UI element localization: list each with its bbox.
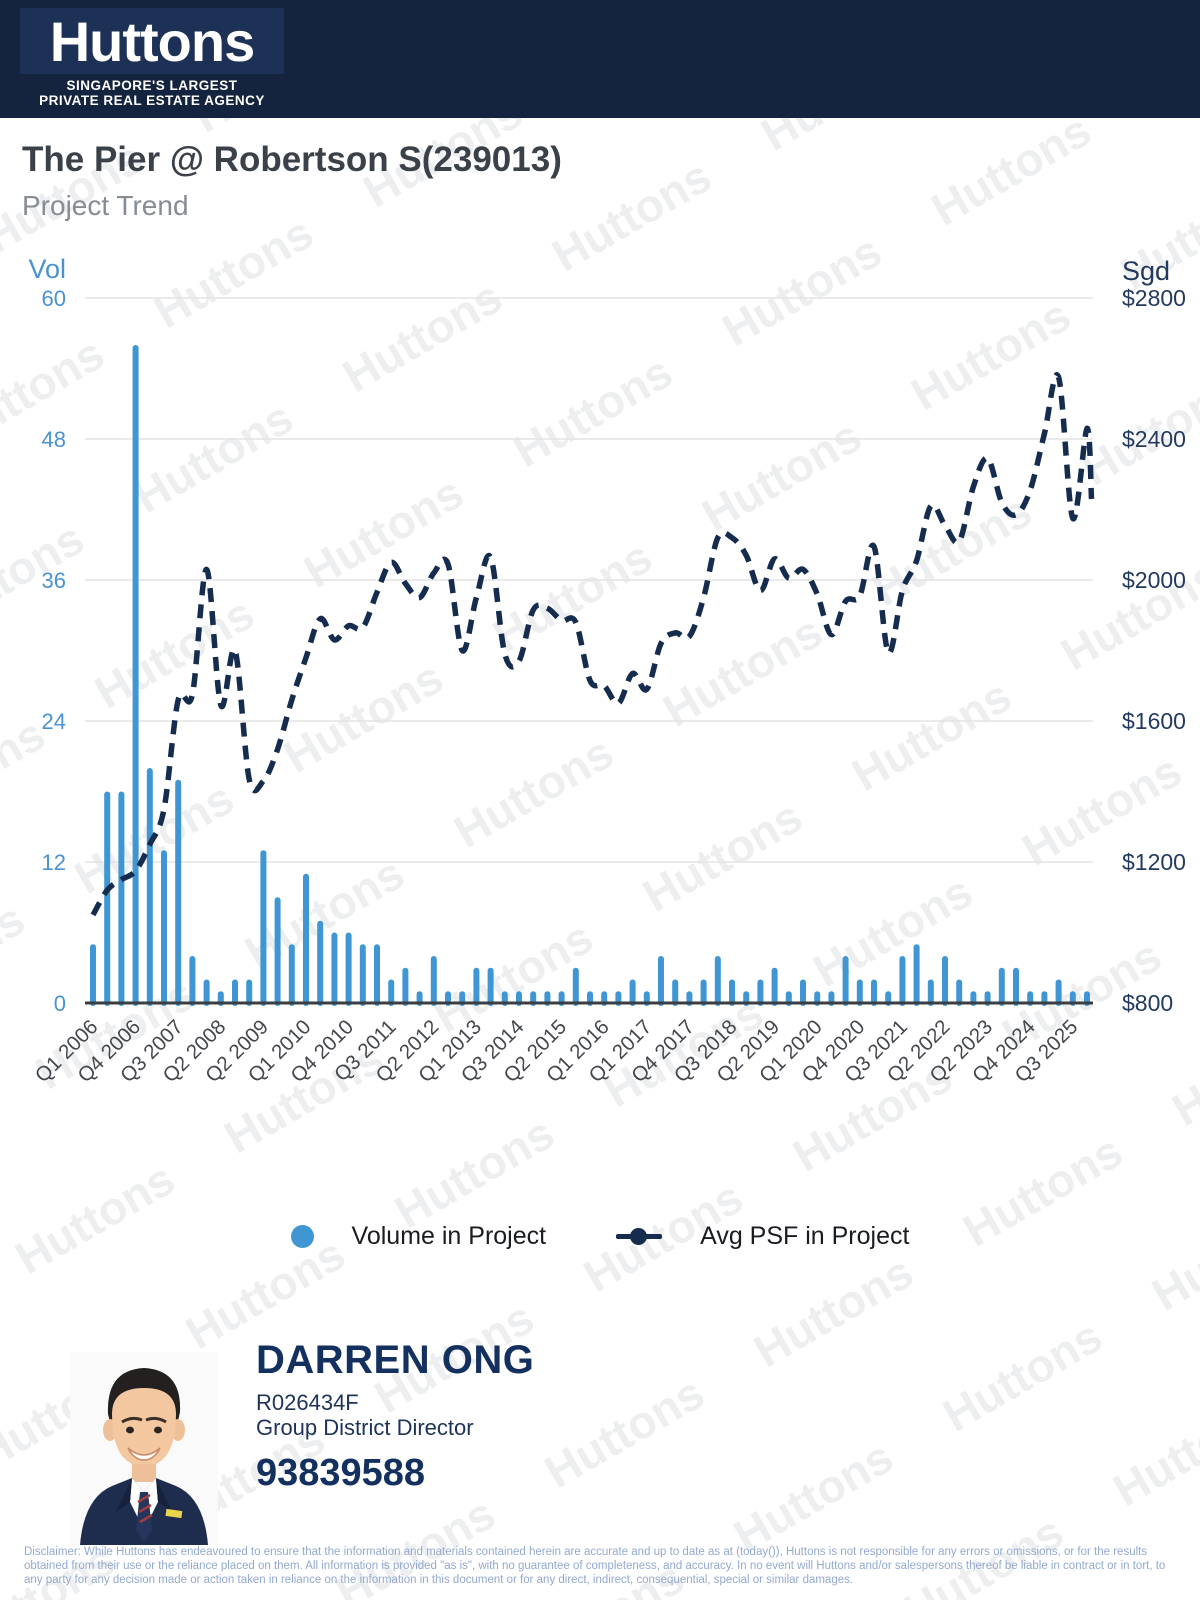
agent-phone-number: 93839588 xyxy=(256,1452,426,1494)
huttons-logo: Huttons xyxy=(20,8,284,74)
page-subtitle: Project Trend xyxy=(22,190,189,221)
volume-bar xyxy=(800,979,806,1006)
legend-item-psf: Avg PSF in Project xyxy=(616,1222,909,1251)
volume-bar xyxy=(303,873,309,1006)
volume-bar xyxy=(572,967,579,1006)
volume-dot-icon xyxy=(290,1225,314,1248)
agent-photo-image xyxy=(70,1352,218,1545)
volume-bar xyxy=(175,779,182,1006)
volume-bar xyxy=(913,944,920,1006)
chart-canvas: 0 $800 12 $1200 24 $1600 36 $2000 48 $2400 60 $2800… xyxy=(28,254,1186,1087)
volume-bar xyxy=(161,850,167,1006)
agent-name: DARREN ONG xyxy=(256,1338,535,1382)
agent-photo xyxy=(70,1352,218,1545)
svg-text:$2000: $2000 xyxy=(1122,567,1186,593)
volume-bar xyxy=(899,956,906,1006)
page-title: The Pier @ Robertson S(239013) xyxy=(22,140,562,179)
svg-text:60: 60 xyxy=(42,286,66,311)
legend-label-volume: Volume in Project xyxy=(351,1222,547,1250)
volume-bar xyxy=(658,956,664,1006)
volume-bar xyxy=(359,944,366,1006)
svg-text:$800: $800 xyxy=(1122,990,1173,1016)
volume-bar xyxy=(274,897,281,1006)
volume-bar xyxy=(246,979,253,1006)
svg-text:$2400: $2400 xyxy=(1122,426,1186,452)
volume-bar xyxy=(1013,967,1019,1006)
volume-bar xyxy=(288,944,295,1006)
svg-text:$2800: $2800 xyxy=(1122,285,1186,311)
svg-text:12: 12 xyxy=(42,850,66,875)
volume-bar xyxy=(1055,979,1062,1006)
psf-line-icon xyxy=(616,1225,663,1248)
volume-bar xyxy=(90,944,96,1006)
legend-label-psf: Avg PSF in Project xyxy=(700,1222,910,1250)
volume-bar xyxy=(317,920,324,1006)
volume-bar xyxy=(927,979,934,1006)
volume-bar xyxy=(189,956,196,1006)
volume-bar xyxy=(871,979,877,1006)
volume-bar xyxy=(714,956,721,1006)
volume-bar xyxy=(146,768,153,1006)
volume-bar xyxy=(203,979,210,1006)
legend-item-volume: Volume in Project xyxy=(290,1222,547,1251)
volume-bar xyxy=(729,979,735,1006)
tagline-line2: PRIVATE REAL ESTATE AGENCY xyxy=(39,93,265,108)
volume-bar xyxy=(132,345,139,1006)
avg-psf-line xyxy=(90,372,1095,917)
volume-bar xyxy=(430,956,437,1006)
agent-job-title: Group District Director xyxy=(256,1415,474,1440)
volume-bar xyxy=(118,791,125,1006)
volume-bar xyxy=(998,967,1005,1006)
agent-registration-number: R026434F xyxy=(256,1390,359,1415)
volume-bar xyxy=(402,967,409,1006)
logo-tagline: SINGAPORE'S LARGEST PRIVATE REAL ESTATE … xyxy=(20,78,284,108)
volume-bar xyxy=(388,979,395,1006)
volume-bar xyxy=(232,979,238,1006)
svg-text:0: 0 xyxy=(54,991,66,1016)
volume-bar xyxy=(942,956,948,1006)
svg-text:48: 48 xyxy=(42,427,66,452)
volume-bar xyxy=(856,979,863,1006)
svg-text:Vol: Vol xyxy=(28,254,66,284)
svg-text:24: 24 xyxy=(42,709,66,734)
volume-bar xyxy=(345,932,352,1006)
volume-bar xyxy=(771,967,778,1006)
volume-bar xyxy=(629,979,636,1006)
volume-bar xyxy=(700,979,707,1006)
volume-bar xyxy=(331,932,338,1006)
logo-text: Huttons xyxy=(49,9,256,73)
volume-bar xyxy=(487,967,494,1006)
volume-bar xyxy=(757,979,764,1006)
volume-bar xyxy=(473,967,480,1006)
volume-bar xyxy=(842,956,849,1006)
volume-bar xyxy=(260,850,267,1006)
tagline-line1: SINGAPORE'S LARGEST xyxy=(66,78,238,93)
header-band: Huttons SINGAPORE'S LARGEST PRIVATE REAL… xyxy=(0,0,1200,118)
chart-legend: Volume in Project Avg PSF in Project xyxy=(0,1222,1200,1251)
disclaimer-text: Disclaimer: While Huttons has endeavoure… xyxy=(24,1546,1166,1586)
volume-bar xyxy=(956,979,963,1006)
svg-text:Sgd: Sgd xyxy=(1122,256,1170,286)
svg-text:$1200: $1200 xyxy=(1122,849,1186,875)
svg-text:$1600: $1600 xyxy=(1122,708,1186,734)
volume-bar xyxy=(104,791,111,1006)
volume-bar xyxy=(672,979,679,1006)
project-trend-chart: 0 $800 12 $1200 24 $1600 36 $2000 48 $2400 60 $2800… xyxy=(0,250,1200,1100)
volume-bar xyxy=(374,944,380,1006)
svg-text:36: 36 xyxy=(42,568,66,593)
